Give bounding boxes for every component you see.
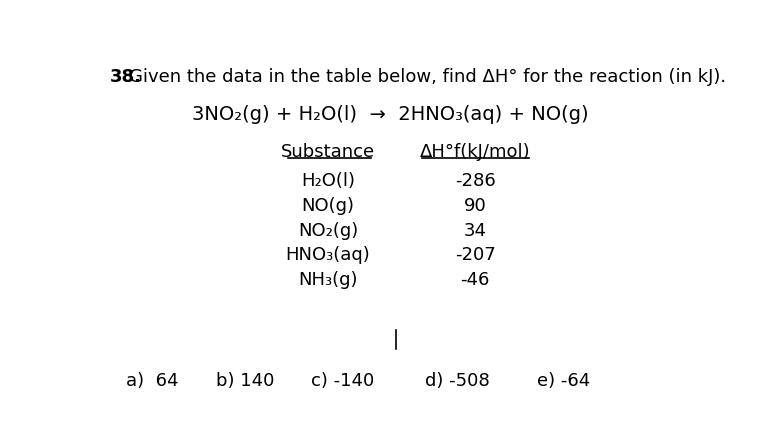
Text: c) -140: c) -140 <box>311 372 374 390</box>
Text: b) 140: b) 140 <box>215 372 274 390</box>
Text: Given the data in the table below, find ΔH° for the reaction (in kJ).: Given the data in the table below, find … <box>130 69 726 87</box>
Text: NO₂(g): NO₂(g) <box>298 222 358 240</box>
Text: -207: -207 <box>455 246 495 264</box>
Text: HNO₃(aq): HNO₃(aq) <box>285 246 370 264</box>
Text: a)  64: a) 64 <box>127 372 179 390</box>
Text: d) -508: d) -508 <box>425 372 490 390</box>
Text: 38.: 38. <box>109 69 141 87</box>
Text: -286: -286 <box>455 172 495 191</box>
Text: NH₃(g): NH₃(g) <box>298 271 358 289</box>
Text: 90: 90 <box>464 197 487 215</box>
Text: ΔH°f(kJ/mol): ΔH°f(kJ/mol) <box>420 143 530 161</box>
Text: 3NO₂(g) + H₂O(l)  →  2HNO₃(aq) + NO(g): 3NO₂(g) + H₂O(l) → 2HNO₃(aq) + NO(g) <box>192 105 589 124</box>
Text: H₂O(l): H₂O(l) <box>301 172 355 191</box>
Text: NO(g): NO(g) <box>301 197 354 215</box>
Text: Substance: Substance <box>281 143 375 161</box>
Text: -46: -46 <box>460 271 490 289</box>
Text: e) -64: e) -64 <box>537 372 591 390</box>
Text: 34: 34 <box>464 222 487 240</box>
